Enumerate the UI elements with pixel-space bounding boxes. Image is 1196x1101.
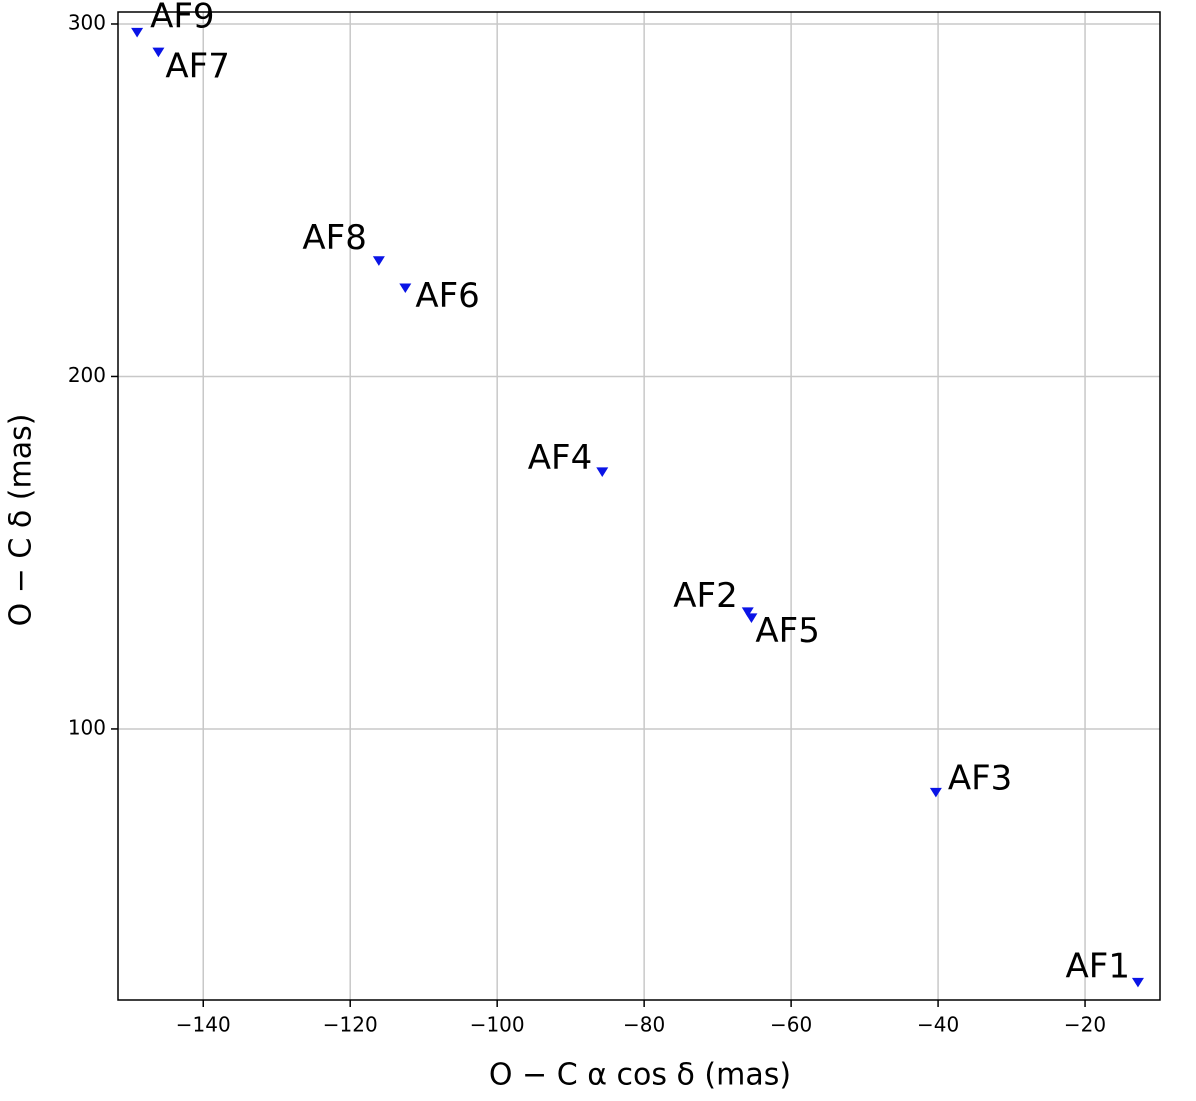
x-tick-label: −100 — [470, 1013, 525, 1037]
point — [152, 47, 165, 58]
point — [372, 256, 385, 266]
point — [399, 283, 412, 294]
x-axis-label: O − C α cos δ (mas) — [489, 1058, 791, 1093]
point-label: AF2 — [673, 576, 737, 616]
y-tick-label: 100 — [68, 715, 106, 739]
point-label: AF4 — [528, 438, 592, 478]
point — [131, 27, 144, 38]
point-label: AF5 — [755, 611, 819, 651]
y-tick-label: 200 — [68, 363, 106, 387]
point-label: AF1 — [1066, 947, 1130, 987]
point-label: AF8 — [302, 218, 366, 258]
point — [596, 467, 609, 478]
point — [741, 607, 754, 617]
x-tick-label: −60 — [770, 1013, 812, 1037]
plot-frame — [117, 11, 1161, 1001]
point-label: AF3 — [948, 759, 1012, 799]
x-tick-label: −120 — [323, 1013, 378, 1037]
point-label: AF9 — [150, 0, 214, 37]
x-tick-label: −140 — [176, 1013, 231, 1037]
point — [1131, 977, 1144, 988]
x-tick-label: −40 — [917, 1013, 959, 1037]
x-tick-label: −80 — [623, 1013, 665, 1037]
point-label: AF6 — [415, 276, 479, 316]
point-label: AF7 — [165, 46, 229, 86]
y-axis-label: O − C δ (mas) — [4, 414, 39, 627]
point — [745, 613, 758, 623]
y-tick-label: 300 — [68, 10, 106, 34]
x-tick-label: −20 — [1064, 1013, 1106, 1037]
point — [929, 787, 942, 798]
